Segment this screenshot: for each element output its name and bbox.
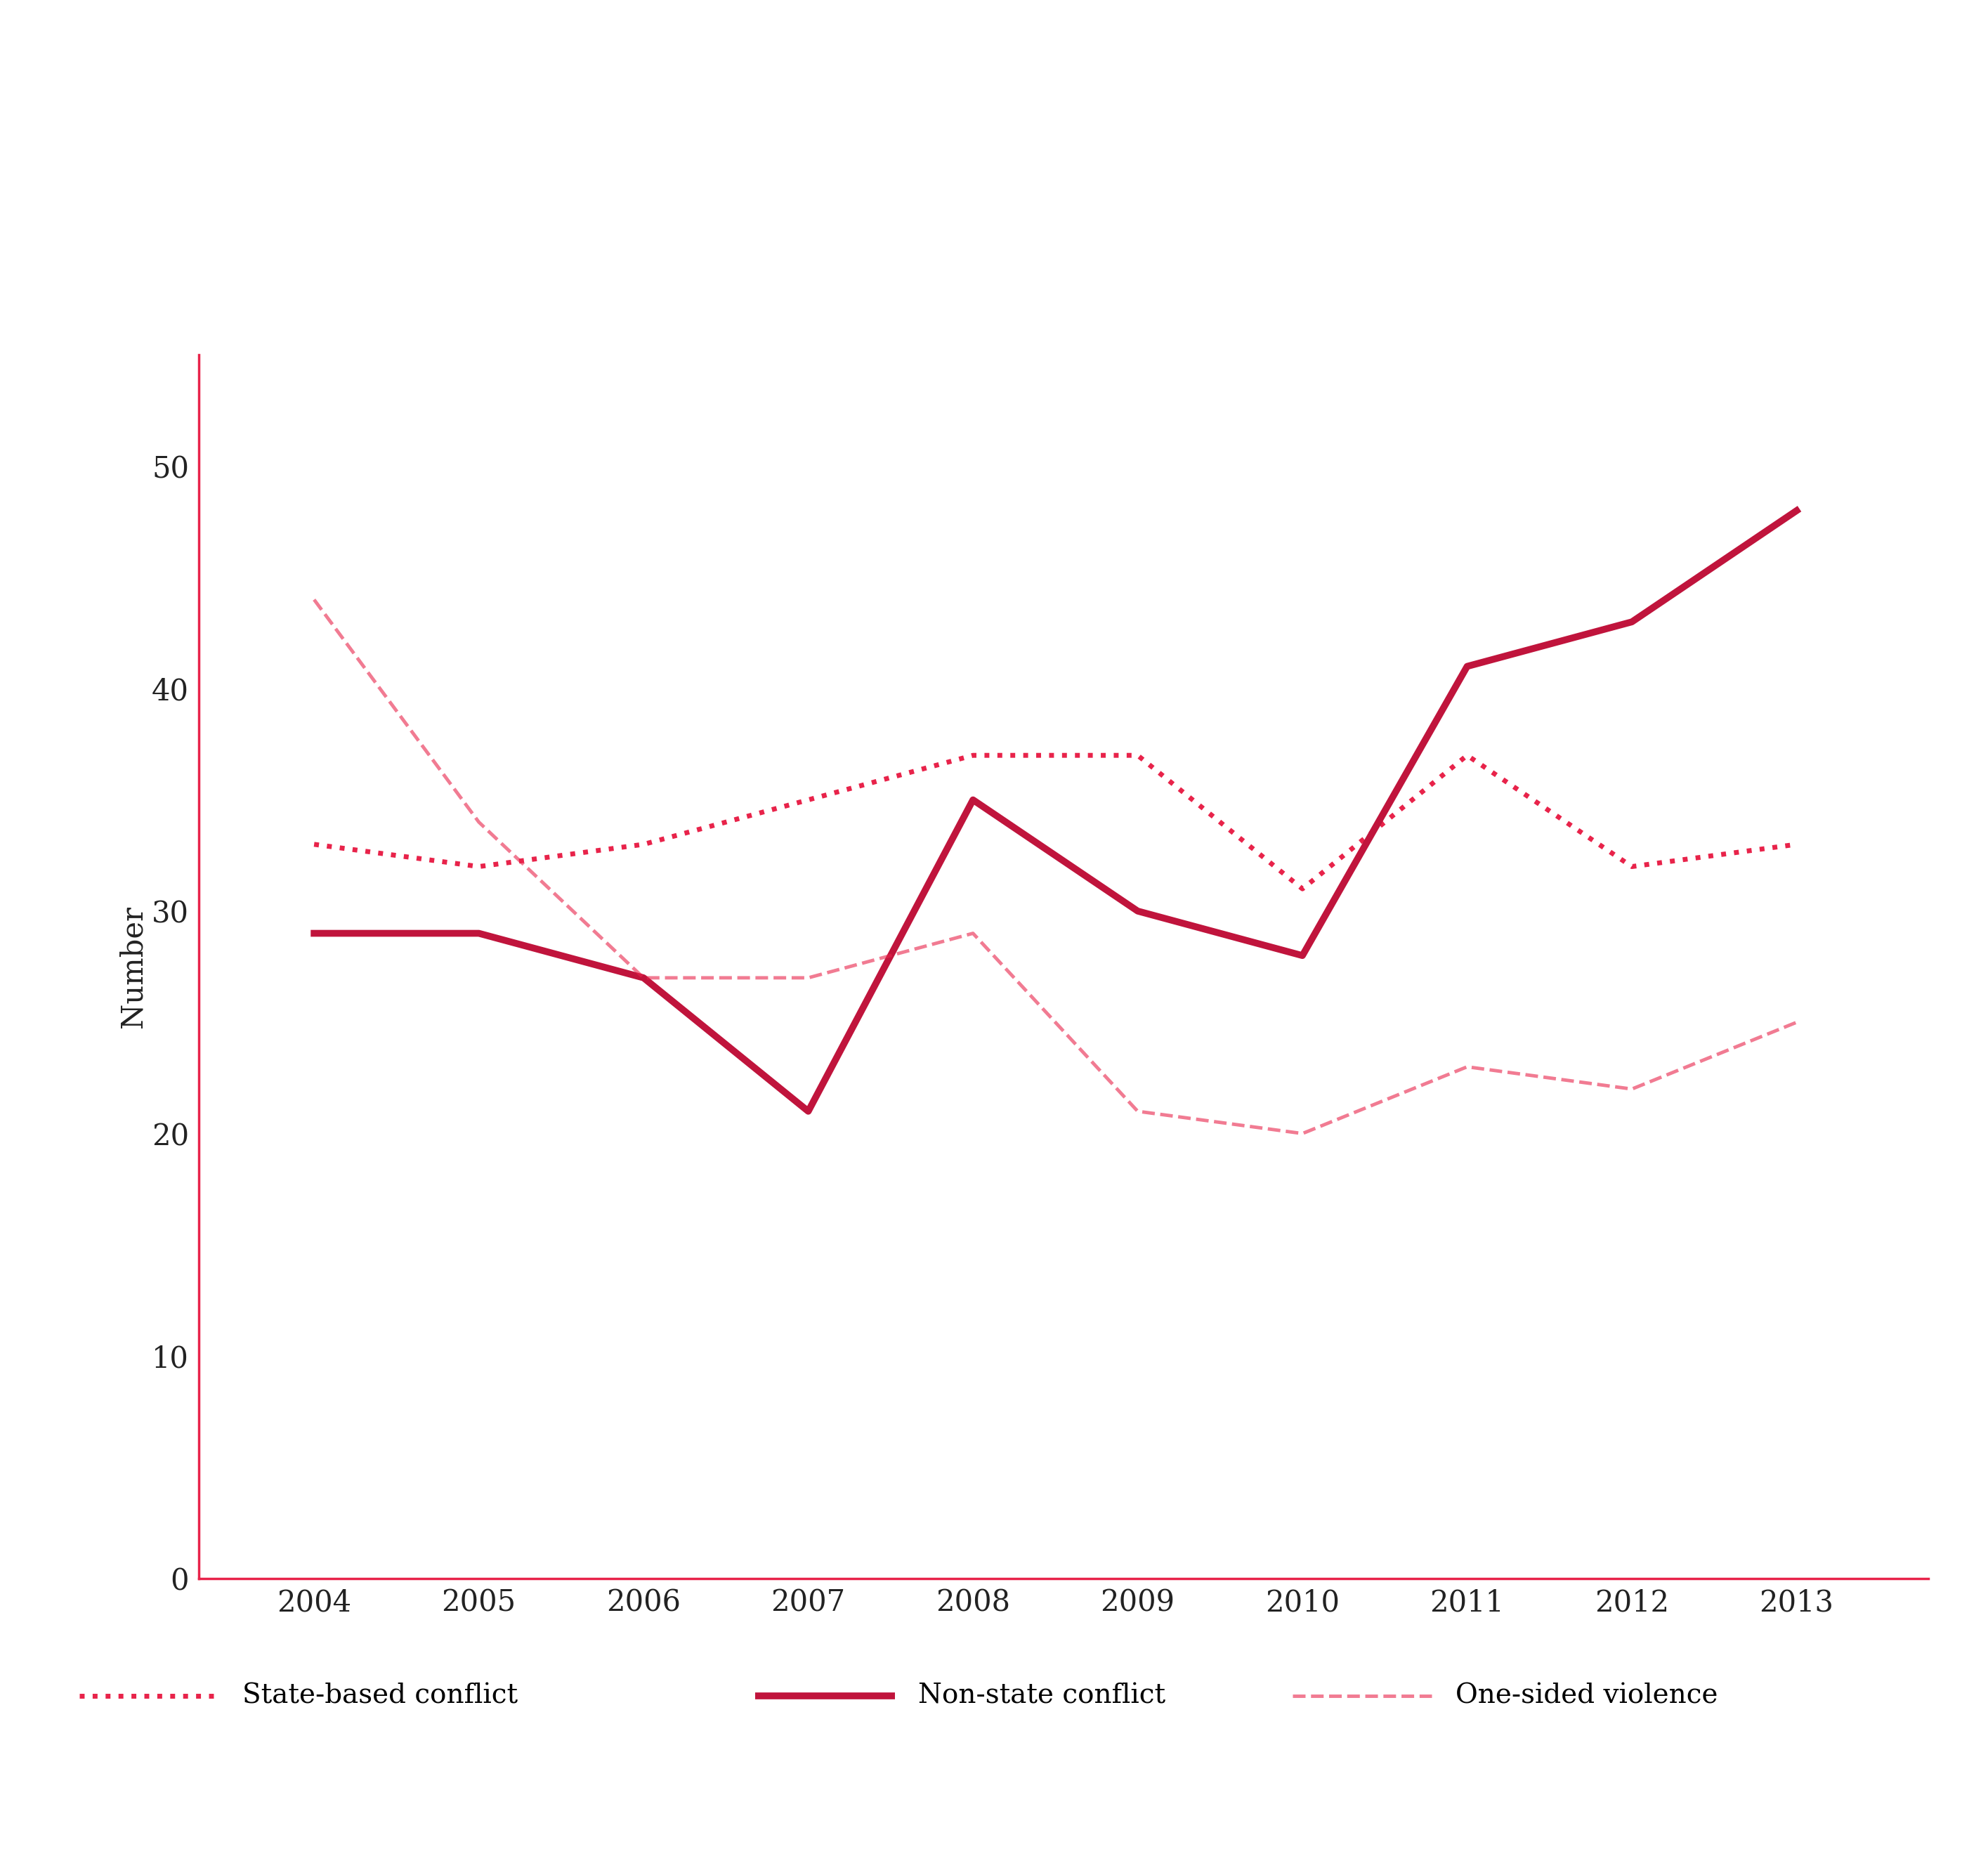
State-based conflict bbox=[302, 833, 326, 856]
State-based conflict bbox=[1125, 743, 1149, 766]
One-sided violence bbox=[1785, 1011, 1809, 1033]
Non-state conflict bbox=[1620, 611, 1644, 633]
Non-state conflict bbox=[1125, 900, 1149, 923]
One-sided violence bbox=[797, 966, 821, 988]
Text: NUMBER OF ARMED CONFLICTS,: NUMBER OF ARMED CONFLICTS, bbox=[80, 65, 1117, 118]
State-based conflict bbox=[1455, 743, 1479, 766]
State-based conflict bbox=[467, 856, 491, 878]
One-sided violence bbox=[302, 588, 326, 611]
Non-state conflict bbox=[1455, 656, 1479, 678]
Non-state conflict bbox=[960, 788, 984, 811]
One-sided violence bbox=[1125, 1100, 1149, 1123]
State-based conflict bbox=[797, 788, 821, 811]
Non-state conflict bbox=[1785, 499, 1809, 521]
Line: State-based conflict: State-based conflict bbox=[314, 755, 1797, 889]
Non-state conflict bbox=[632, 966, 656, 988]
Text: 2004–13: 2004–13 bbox=[80, 222, 330, 275]
State-based conflict bbox=[1620, 856, 1644, 878]
State-based conflict bbox=[632, 833, 656, 856]
Y-axis label: Number: Number bbox=[119, 906, 147, 1027]
State-based conflict bbox=[1290, 878, 1314, 900]
One-sided violence bbox=[1290, 1123, 1314, 1145]
Line: One-sided violence: One-sided violence bbox=[314, 600, 1797, 1134]
State-based conflict bbox=[1785, 833, 1809, 856]
One-sided violence bbox=[632, 966, 656, 988]
One-sided violence bbox=[1620, 1078, 1644, 1100]
One-sided violence bbox=[467, 811, 491, 833]
State-based conflict bbox=[960, 743, 984, 766]
Text: Non-state conflict: Non-state conflict bbox=[918, 1683, 1165, 1709]
Text: State-based conflict: State-based conflict bbox=[243, 1683, 519, 1709]
One-sided violence bbox=[1455, 1055, 1479, 1078]
Non-state conflict bbox=[797, 1100, 821, 1123]
Non-state conflict bbox=[1290, 945, 1314, 968]
Line: Non-state conflict: Non-state conflict bbox=[314, 510, 1797, 1111]
One-sided violence bbox=[960, 923, 984, 945]
Non-state conflict bbox=[302, 923, 326, 945]
Text: One-sided violence: One-sided violence bbox=[1455, 1683, 1718, 1709]
Non-state conflict bbox=[467, 923, 491, 945]
